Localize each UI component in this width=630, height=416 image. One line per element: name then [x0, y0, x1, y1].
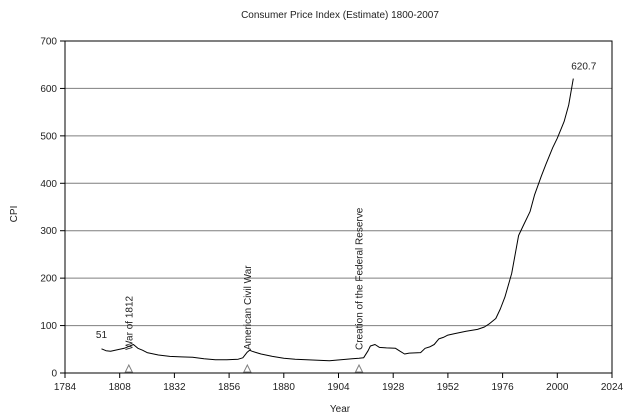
- event-marker: [124, 363, 134, 373]
- value-label: 620.7: [571, 62, 596, 73]
- x-tick-label: 1856: [218, 382, 241, 393]
- event-marker: [243, 363, 252, 373]
- x-tick-label: 1976: [491, 382, 514, 393]
- x-tick-label: 2000: [546, 382, 569, 393]
- x-tick-label: 1952: [437, 382, 460, 393]
- event-label: American Civil War: [243, 265, 254, 350]
- x-tick-label: 1904: [327, 382, 350, 393]
- x-tick-label: 2024: [601, 382, 624, 393]
- x-tick-label: 1784: [54, 382, 77, 393]
- annotations: 51 620.7 War of 1812 American Civil War Crea…: [96, 62, 597, 373]
- event-label: Creation of the Federal Reserve: [355, 207, 366, 350]
- axes: 0 100 200 300 400 500 600 700 1784 1808 1832 1856 18…: [40, 37, 623, 394]
- series-layer: [101, 78, 574, 362]
- x-tick-label: 1880: [273, 382, 296, 393]
- y-axis-title: CPI: [9, 206, 20, 223]
- y-tick-label: 200: [40, 274, 57, 285]
- y-tick-label: 500: [40, 131, 57, 142]
- y-tick-label: 300: [40, 226, 57, 237]
- y-tick-label: 0: [51, 369, 57, 380]
- cpi-series-line: [101, 78, 574, 362]
- value-label: 51: [96, 330, 108, 341]
- y-tick-label: 700: [40, 37, 57, 48]
- y-tick-label: 600: [40, 84, 57, 95]
- grid-lines: [65, 40, 612, 374]
- x-tick-label: 1928: [382, 382, 405, 393]
- plot-frame: [64, 40, 613, 374]
- event-label: War of 1812: [124, 295, 135, 350]
- y-tick-label: 400: [40, 179, 57, 190]
- event-marker: [354, 363, 364, 373]
- chart-title: Consumer Price Index (Estimate) 1800-200…: [241, 10, 439, 21]
- y-tick-label: 100: [40, 321, 57, 332]
- x-tick-label: 1832: [163, 382, 186, 393]
- x-axis-title: Year: [330, 404, 351, 415]
- x-tick-label: 1808: [109, 382, 132, 393]
